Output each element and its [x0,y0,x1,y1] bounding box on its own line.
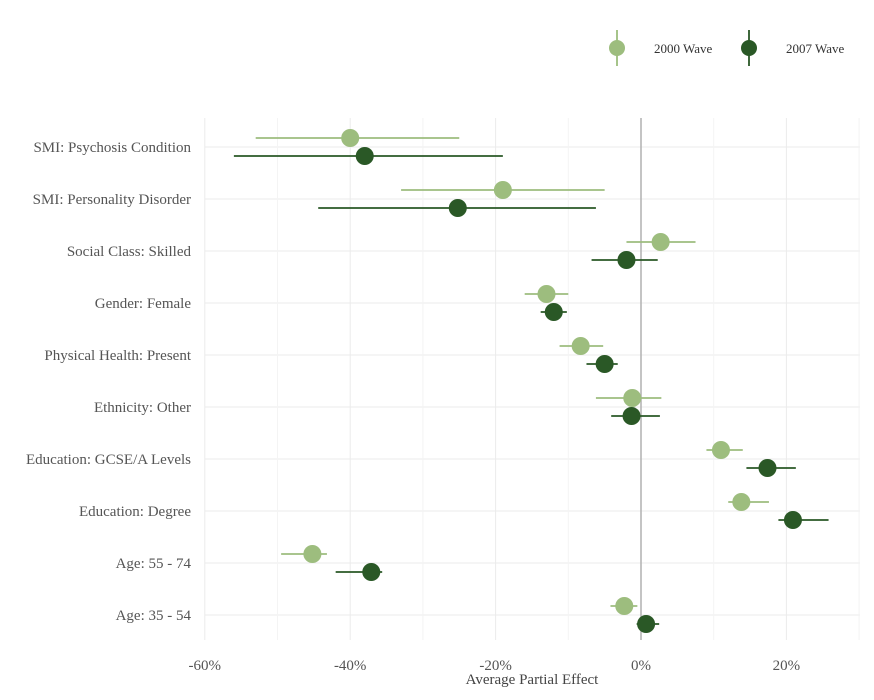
category-label: Education: Degree [79,504,191,520]
gridlines [204,118,860,640]
category-label: Age: 35 - 54 [116,608,192,624]
point-estimate [355,147,374,165]
legend-label: 2007 Wave [786,41,845,56]
legend-key-dot [741,40,757,56]
point-estimate [623,389,642,407]
point-estimate [595,355,614,373]
point-estimate [758,459,777,477]
point-estimate [362,563,381,581]
point-estimate [341,129,360,147]
x-tick-label: 0% [631,658,651,674]
point-estimate [732,493,751,511]
x-tick-label: -60% [189,658,222,674]
point-estimate [544,303,563,321]
legend-key-dot [609,40,625,56]
category-label: Social Class: Skilled [67,244,192,260]
point-estimate [493,181,512,199]
category-label: SMI: Psychosis Condition [33,140,191,156]
x-tick-label: -20% [479,658,512,674]
x-tick-label: -40% [334,658,367,674]
point-estimate [783,511,802,529]
point-estimate [448,199,467,217]
point-estimate [571,337,590,355]
category-label: Age: 55 - 74 [116,556,192,572]
legend: 2000 Wave 2007 Wave [609,30,845,66]
category-label: SMI: Personality Disorder [33,192,191,208]
point-estimate [651,233,670,251]
point-estimate [537,285,556,303]
category-label: Ethnicity: Other [94,400,191,416]
legend-label: 2000 Wave [654,41,713,56]
category-label: Gender: Female [95,296,192,312]
x-tick-label: 20% [773,658,801,674]
x-tick-labels: -60% -40% -20% 0% 20% [189,658,801,674]
category-label: Education: GCSE/A Levels [26,452,191,468]
point-estimate [637,615,656,633]
point-estimate [617,251,636,269]
category-label: Physical Health: Present [44,348,191,364]
point-estimate [622,407,641,425]
category-labels: SMI: Psychosis Condition SMI: Personality… [26,140,192,624]
point-estimate [303,545,322,563]
point-estimate [711,441,730,459]
point-estimate [615,597,634,615]
data-marks [233,129,829,633]
x-axis-title: Average Partial Effect [466,672,600,688]
